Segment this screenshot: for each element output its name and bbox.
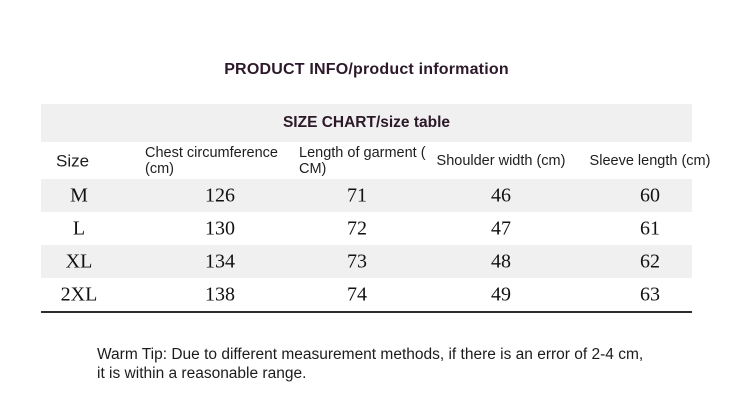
cell-size: M	[70, 184, 88, 206]
cell-sleeve: 62	[640, 250, 660, 272]
table-row-l: L 130 72 47 61	[41, 212, 692, 245]
cell-size: XL	[65, 250, 93, 272]
cell-size: 2XL	[60, 283, 98, 305]
column-header-sleeve: Sleeve length (cm)	[589, 152, 711, 169]
cell-sleeve: 60	[640, 184, 660, 206]
cell-shoulder: 48	[491, 250, 511, 272]
page-title: PRODUCT INFO/product information	[224, 61, 509, 78]
cell-chest: 138	[205, 283, 235, 305]
cell-shoulder: 49	[491, 283, 511, 305]
table-header-row: Size Chest circumference (cm) Length of …	[41, 142, 710, 179]
table-caption: SIZE CHART/size table	[41, 104, 692, 142]
cell-chest: 126	[205, 184, 235, 206]
cell-sleeve: 63	[640, 283, 660, 305]
column-header-size: Size	[56, 150, 90, 170]
cell-length: 73	[347, 250, 367, 272]
column-header-length: Length of garment ( CM)	[299, 144, 426, 177]
cell-length: 72	[347, 217, 367, 239]
cell-chest: 134	[205, 250, 235, 272]
cell-sleeve: 61	[640, 217, 660, 239]
cell-size: L	[72, 217, 86, 239]
column-header-chest: Chest circumference (cm)	[145, 144, 278, 177]
cell-shoulder: 47	[491, 217, 511, 239]
size-chart-table: SIZE CHART/size table Size Chest circumf…	[41, 104, 710, 313]
table-row-m: M 126 71 46 60	[41, 179, 692, 212]
cell-chest: 130	[205, 217, 235, 239]
warm-tip-note: Warm Tip: Due to different measurement m…	[97, 346, 644, 383]
column-header-shoulder: Shoulder width (cm)	[436, 152, 566, 169]
table-row-xl: XL 134 73 48 62	[41, 245, 692, 278]
cell-length: 71	[347, 184, 367, 206]
cell-length: 74	[347, 283, 367, 305]
table-row-2xl: 2XL 138 74 49 63	[41, 278, 692, 311]
cell-shoulder: 46	[491, 184, 511, 206]
